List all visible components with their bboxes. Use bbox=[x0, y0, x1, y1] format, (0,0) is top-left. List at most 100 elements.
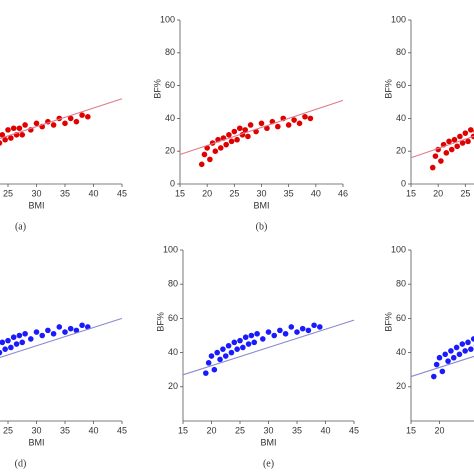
point bbox=[457, 133, 463, 140]
point bbox=[242, 334, 249, 341]
point bbox=[431, 373, 437, 380]
point bbox=[231, 128, 238, 135]
point bbox=[73, 118, 80, 125]
x-tick-label: 45 bbox=[117, 425, 127, 435]
point bbox=[85, 113, 91, 120]
x-tick-label: 25 bbox=[229, 188, 239, 198]
y-tick-label: 40 bbox=[168, 347, 178, 357]
point bbox=[10, 334, 17, 341]
y-tick-label: 20 bbox=[165, 146, 175, 156]
point bbox=[50, 330, 57, 337]
point bbox=[0, 132, 6, 138]
point bbox=[203, 370, 209, 376]
y-tick-label: 80 bbox=[165, 47, 175, 57]
x-tick-label: 35 bbox=[284, 188, 294, 198]
point bbox=[311, 322, 317, 329]
point bbox=[462, 348, 468, 354]
point bbox=[62, 329, 68, 335]
x-tick-label: 25 bbox=[235, 425, 245, 435]
point bbox=[226, 132, 232, 138]
x-tick-label: 25 bbox=[3, 188, 13, 198]
y-tick-label: 0 bbox=[401, 178, 406, 188]
panel: 25 30 35 40 45 BMI (d) bbox=[0, 317, 127, 469]
point bbox=[468, 346, 474, 352]
point bbox=[438, 158, 444, 164]
x-tick-label: 30 bbox=[31, 425, 41, 435]
point bbox=[223, 141, 229, 148]
point bbox=[439, 368, 446, 375]
point bbox=[240, 344, 246, 351]
x-axis-label: BMI bbox=[260, 437, 276, 447]
x-tick-label: 20 bbox=[433, 188, 443, 198]
point bbox=[291, 117, 297, 123]
point bbox=[254, 330, 260, 337]
x-tick-label: 20 bbox=[202, 188, 212, 198]
caption: (e) bbox=[263, 458, 274, 469]
point bbox=[307, 115, 314, 122]
x-tick-label: 30 bbox=[31, 188, 41, 198]
point bbox=[28, 336, 34, 342]
y-axis-label: BF% bbox=[383, 79, 393, 99]
point bbox=[56, 324, 63, 330]
panel: 25 30 35 40 45 BMI (a) bbox=[0, 98, 127, 232]
point bbox=[0, 140, 3, 146]
point bbox=[305, 327, 312, 334]
point bbox=[8, 344, 14, 351]
point bbox=[33, 329, 40, 335]
y-axis-label: BF% bbox=[383, 312, 393, 332]
point bbox=[45, 327, 51, 334]
y-axis-label: BF% bbox=[152, 79, 162, 99]
point bbox=[251, 339, 258, 346]
point bbox=[454, 143, 460, 150]
point bbox=[16, 332, 23, 339]
point bbox=[67, 325, 74, 332]
point bbox=[237, 337, 243, 344]
x-tick-label: 15 bbox=[406, 188, 416, 198]
point bbox=[79, 112, 85, 118]
caption: (a) bbox=[15, 221, 26, 232]
point bbox=[236, 125, 243, 132]
point bbox=[228, 349, 235, 356]
x-tick-label: 20 bbox=[206, 425, 216, 435]
point bbox=[302, 113, 308, 120]
point bbox=[234, 136, 240, 143]
point bbox=[204, 145, 210, 151]
point bbox=[234, 346, 240, 352]
x-tick-label: 25 bbox=[3, 425, 13, 435]
point bbox=[33, 120, 40, 127]
y-tick-label: 40 bbox=[165, 113, 175, 123]
point bbox=[201, 151, 208, 158]
point bbox=[208, 353, 215, 359]
x-tick-label: 20 bbox=[434, 425, 444, 435]
point bbox=[296, 120, 303, 127]
panel: 15 20 20 40 60 80 100 BF% bbox=[383, 244, 474, 435]
fit-line bbox=[182, 319, 355, 376]
point bbox=[462, 130, 469, 136]
point bbox=[264, 125, 270, 132]
y-tick-label: 100 bbox=[391, 244, 406, 254]
point bbox=[265, 329, 272, 335]
point bbox=[79, 322, 85, 329]
x-tick-label: 45 bbox=[117, 188, 127, 198]
fit-line bbox=[0, 98, 123, 140]
point bbox=[453, 344, 460, 351]
point bbox=[248, 332, 255, 339]
x-tick-label: 35 bbox=[60, 425, 70, 435]
x-tick-label: 15 bbox=[175, 188, 185, 198]
x-tick-label: 15 bbox=[406, 425, 416, 435]
point bbox=[429, 164, 436, 171]
x-tick-label: 35 bbox=[60, 188, 70, 198]
x-tick-label: 15 bbox=[178, 425, 188, 435]
y-tick-label: 60 bbox=[396, 80, 406, 90]
point bbox=[448, 348, 454, 354]
point bbox=[245, 133, 251, 140]
point bbox=[0, 339, 6, 346]
caption: (d) bbox=[15, 458, 27, 469]
point bbox=[13, 341, 20, 347]
point bbox=[294, 329, 300, 335]
y-tick-label: 80 bbox=[396, 47, 406, 57]
point bbox=[445, 358, 451, 364]
point bbox=[245, 341, 252, 347]
point bbox=[277, 327, 283, 334]
